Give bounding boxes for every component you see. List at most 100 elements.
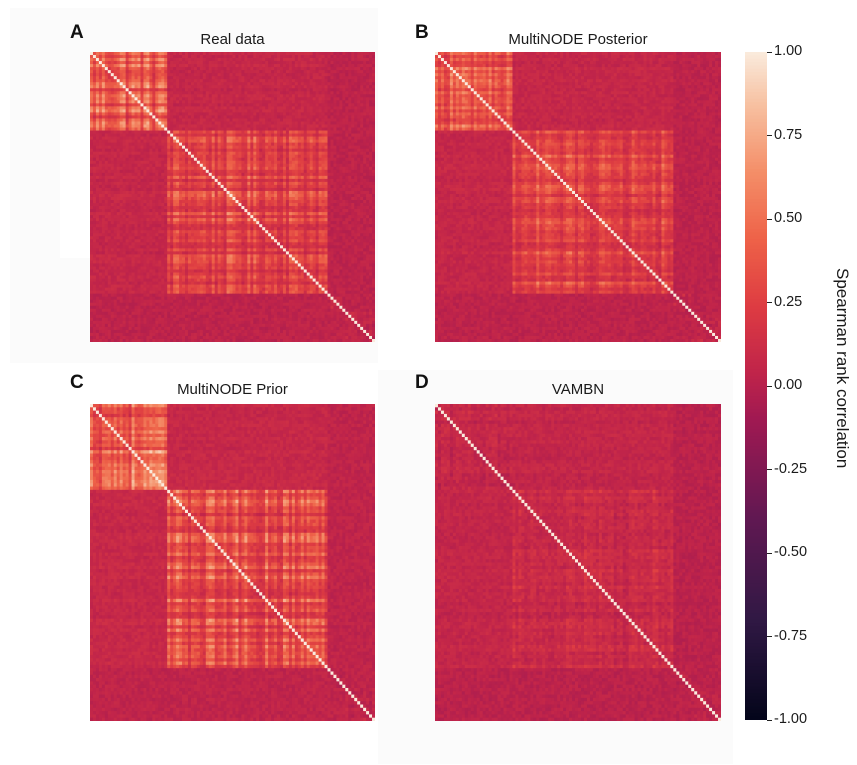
heatmap-cell xyxy=(140,88,144,92)
heatmap-cell xyxy=(247,206,251,210)
heatmap-cell xyxy=(369,175,373,180)
heatmap-cell xyxy=(187,206,192,210)
heatmap-cell xyxy=(182,206,186,210)
heatmap-cell xyxy=(101,61,106,65)
heatmap-cell xyxy=(256,187,260,192)
heatmap-cell xyxy=(262,127,266,131)
heatmap-cell xyxy=(211,136,216,140)
heatmap-cell xyxy=(90,206,94,210)
heatmap-cell xyxy=(327,103,331,107)
heatmap-cell xyxy=(185,154,189,159)
heatmap-cell xyxy=(211,197,216,201)
heatmap-cell xyxy=(158,193,162,198)
heatmap-cell xyxy=(119,197,124,201)
heatmap-cell xyxy=(167,154,171,159)
heatmap-cell xyxy=(339,94,343,98)
heatmap-cell xyxy=(253,85,257,89)
heatmap-cell xyxy=(90,172,94,177)
heatmap-cell xyxy=(146,197,150,201)
heatmap-cell xyxy=(235,67,239,71)
heatmap-cell xyxy=(217,73,222,77)
heatmap-cell xyxy=(327,190,331,195)
heatmap-cell xyxy=(241,151,245,156)
heatmap-cell xyxy=(306,160,311,165)
heatmap-cell xyxy=(146,61,150,65)
heatmap-cell xyxy=(315,52,319,56)
heatmap-cell xyxy=(116,127,121,131)
heatmap-cell xyxy=(161,181,165,186)
heatmap-cell xyxy=(291,106,296,110)
heatmap-cell xyxy=(149,136,153,140)
heatmap-cell xyxy=(342,206,346,210)
heatmap-cell xyxy=(348,85,352,89)
heatmap-cell xyxy=(318,91,322,95)
heatmap-cell xyxy=(143,109,147,113)
heatmap-cell xyxy=(182,127,186,131)
heatmap-cell xyxy=(277,94,281,98)
heatmap-cell xyxy=(146,193,150,198)
heatmap-cell xyxy=(116,109,121,113)
heatmap-cell xyxy=(193,76,198,80)
heatmap-cell xyxy=(363,55,367,59)
heatmap-cell xyxy=(190,82,195,86)
heatmap-cell xyxy=(280,145,284,150)
heatmap-cell xyxy=(277,55,281,59)
heatmap-cell xyxy=(294,175,299,180)
heatmap-cell xyxy=(312,64,317,68)
heatmap-cell xyxy=(366,61,370,65)
heatmap-cell xyxy=(247,118,251,122)
heatmap-cell xyxy=(351,197,355,201)
heatmap-cell xyxy=(223,76,227,80)
heatmap-cell xyxy=(265,157,269,162)
heatmap-cell xyxy=(262,169,266,174)
heatmap-cell xyxy=(288,97,293,101)
heatmap-cell xyxy=(131,166,135,171)
heatmap-cell xyxy=(306,169,311,174)
heatmap-cell xyxy=(238,157,242,162)
heatmap-cell xyxy=(226,197,230,201)
heatmap-cell xyxy=(312,115,317,119)
heatmap-cell xyxy=(288,206,293,210)
heatmap-cell xyxy=(167,115,171,119)
heatmap-cell xyxy=(205,55,210,59)
heatmap-cell xyxy=(193,154,198,159)
heatmap-cell xyxy=(291,58,296,62)
heatmap-cell xyxy=(339,169,343,174)
heatmap-cell xyxy=(92,209,97,213)
heatmap-cell xyxy=(119,106,124,110)
heatmap-cell xyxy=(259,97,263,101)
heatmap-cell xyxy=(330,70,334,74)
heatmap-cell xyxy=(92,193,97,198)
heatmap-cell xyxy=(309,151,314,156)
heatmap-cell xyxy=(137,61,141,65)
heatmap-cell xyxy=(98,160,103,165)
heatmap-cell xyxy=(128,55,132,59)
heatmap-cell xyxy=(119,154,124,159)
heatmap-cell xyxy=(152,127,156,131)
heatmap-cell xyxy=(306,76,311,80)
heatmap-cell xyxy=(137,82,141,86)
heatmap-cell xyxy=(372,103,375,107)
heatmap-cell xyxy=(253,79,257,83)
heatmap-cell xyxy=(306,200,311,204)
heatmap-cell xyxy=(196,157,201,162)
heatmap-cell xyxy=(300,166,305,171)
heatmap-cell xyxy=(226,163,230,168)
heatmap-cell xyxy=(357,136,361,140)
heatmap-cell xyxy=(149,172,153,177)
heatmap-cell xyxy=(333,193,337,198)
heatmap-cell xyxy=(339,79,343,83)
heatmap-cell xyxy=(208,142,213,147)
heatmap-cell xyxy=(330,97,334,101)
heatmap-cell xyxy=(170,197,174,201)
heatmap-cell xyxy=(187,55,192,59)
heatmap-cell xyxy=(110,136,115,140)
heatmap-cell xyxy=(107,166,112,171)
heatmap-cell xyxy=(235,124,239,128)
heatmap-cell xyxy=(110,157,115,162)
heatmap-cell xyxy=(327,118,331,122)
heatmap-cell xyxy=(342,203,346,207)
heatmap-cell xyxy=(190,151,195,156)
heatmap-cell xyxy=(342,115,346,119)
heatmap-cell xyxy=(173,178,177,183)
